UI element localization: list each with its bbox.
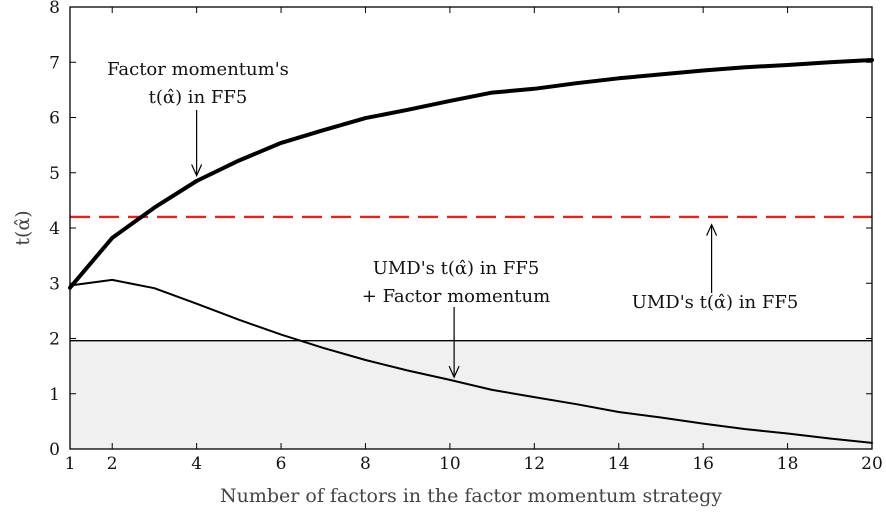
annotation-text: t(α̂) in FF5 xyxy=(149,87,248,108)
y-tick-label: 5 xyxy=(49,164,60,184)
series-line-factor-momentum xyxy=(68,58,874,290)
annotation-arrowhead xyxy=(448,365,460,379)
x-tick-label: 14 xyxy=(608,454,630,474)
annotation-text: UMD's t(α̂) in FF5 xyxy=(632,292,799,313)
annotation-arrowhead xyxy=(191,164,203,177)
annotation-text: Factor momentum's xyxy=(107,59,289,80)
y-tick-label: 4 xyxy=(49,219,60,239)
y-tick-label: 1 xyxy=(49,385,60,405)
x-axis-title: Number of factors in the factor momentum… xyxy=(220,485,722,507)
annotation-arrowhead xyxy=(706,223,718,236)
y-axis-title: t(α̂) xyxy=(12,210,34,245)
x-tick-label: 8 xyxy=(360,454,371,474)
x-tick-label: 20 xyxy=(861,454,883,474)
annotation-text: + Factor momentum xyxy=(362,286,550,307)
insignificance-region xyxy=(70,340,872,449)
x-tick-label: 12 xyxy=(523,454,545,474)
annotation-text: UMD's t(α̂) in FF5 xyxy=(373,258,540,279)
x-tick-label: 16 xyxy=(692,454,714,474)
x-tick-label: 18 xyxy=(777,454,799,474)
x-tick-label: 1 xyxy=(65,454,76,474)
y-tick-label: 0 xyxy=(49,440,60,460)
x-tick-label: 10 xyxy=(439,454,461,474)
y-tick-label: 3 xyxy=(49,274,60,294)
y-tick-label: 7 xyxy=(49,53,60,73)
x-tick-label: 4 xyxy=(191,454,202,474)
y-tick-label: 6 xyxy=(49,109,60,129)
annotation-umd-fm-annot: UMD's t(α̂) in FF5 + Factor momentum xyxy=(362,258,550,379)
y-tick-label: 8 xyxy=(49,0,60,18)
series-line-umd-plus-factor-momentum xyxy=(69,278,873,444)
x-tick-label: 2 xyxy=(107,454,118,474)
annotation-fm-annot: Factor momentum's t(α̂) in FF5 xyxy=(107,59,289,177)
annotation-umd-annot: UMD's t(α̂) in FF5 xyxy=(632,223,799,313)
x-tick-label: 6 xyxy=(276,454,287,474)
y-tick-label: 2 xyxy=(49,330,60,350)
